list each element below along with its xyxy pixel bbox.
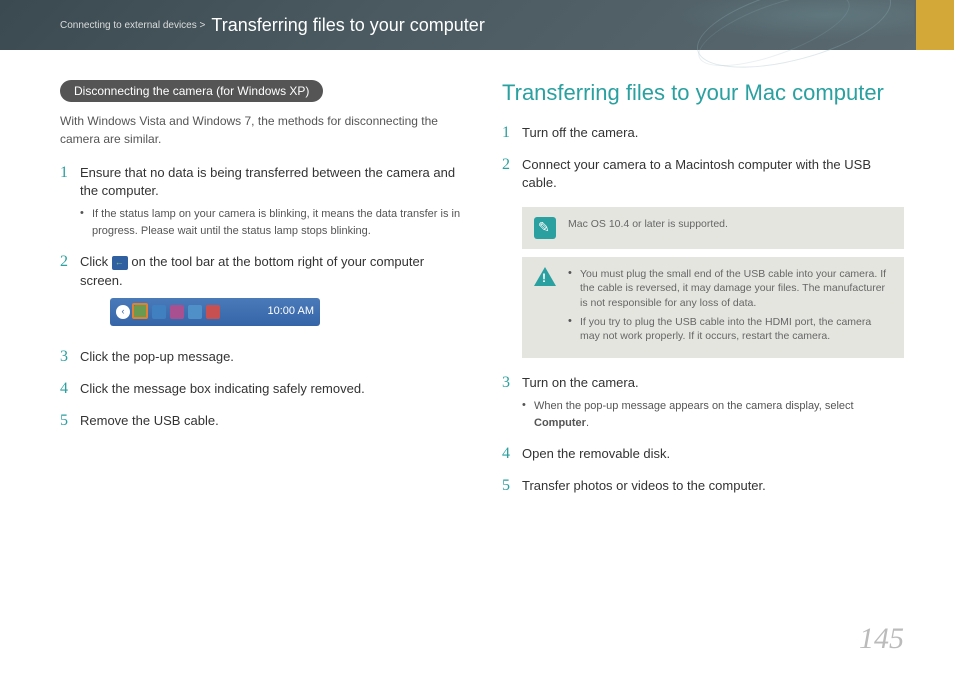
step-text: Open the removable disk. bbox=[522, 445, 904, 463]
warning-text: If you try to plug the USB cable into th… bbox=[580, 315, 892, 344]
step-1: 1 Ensure that no data is being transferr… bbox=[60, 164, 462, 239]
sub-bullet: • When the pop-up message appears on the… bbox=[522, 398, 904, 431]
content-area: Disconnecting the camera (for Windows XP… bbox=[0, 50, 954, 510]
bullet-bold: Computer bbox=[534, 417, 586, 429]
page-number: 145 bbox=[859, 622, 904, 656]
intro-text: With Windows Vista and Windows 7, the me… bbox=[60, 112, 462, 148]
left-column: Disconnecting the camera (for Windows XP… bbox=[60, 80, 462, 510]
step-number: 1 bbox=[502, 124, 522, 142]
tray-icon bbox=[134, 305, 148, 319]
note-icon bbox=[534, 217, 556, 239]
bullet-dot: • bbox=[568, 315, 580, 344]
step-text: Click the message box indicating safely … bbox=[80, 380, 462, 398]
step-number: 3 bbox=[502, 374, 522, 431]
step-text: Turn off the camera. bbox=[522, 124, 904, 142]
tray-icon bbox=[170, 305, 184, 319]
step-main-text: Ensure that no data is being transferred… bbox=[80, 165, 455, 198]
tray-icon bbox=[206, 305, 220, 319]
step-number: 4 bbox=[502, 445, 522, 463]
section-title: Transferring files to your Mac computer bbox=[502, 80, 904, 106]
step-4: 4 Open the removable disk. bbox=[502, 445, 904, 463]
sub-bullet: • If the status lamp on your camera is b… bbox=[80, 206, 462, 239]
warning-icon bbox=[534, 267, 556, 287]
bullet-text: If the status lamp on your camera is bli… bbox=[92, 206, 462, 239]
step-3: 3 Click the pop-up message. bbox=[60, 348, 462, 366]
bullet-before: When the pop-up message appears on the c… bbox=[534, 400, 854, 412]
breadcrumb-title: Transferring files to your computer bbox=[211, 15, 484, 36]
step-text: Remove the USB cable. bbox=[80, 412, 462, 430]
tray-icon bbox=[188, 305, 202, 319]
warning-item: • If you try to plug the USB cable into … bbox=[568, 315, 892, 344]
warning-item: • You must plug the small end of the USB… bbox=[568, 267, 892, 311]
taskbar-time: 10:00 AM bbox=[268, 304, 314, 319]
step-number: 4 bbox=[60, 380, 80, 398]
note-box: Mac OS 10.4 or later is supported. bbox=[522, 207, 904, 249]
step-text: Ensure that no data is being transferred… bbox=[80, 164, 462, 239]
note-text: Mac OS 10.4 or later is supported. bbox=[568, 217, 728, 232]
step-4: 4 Click the message box indicating safel… bbox=[60, 380, 462, 398]
step-number: 5 bbox=[60, 412, 80, 430]
section-pill: Disconnecting the camera (for Windows XP… bbox=[60, 80, 323, 102]
bullet-dot: • bbox=[522, 398, 534, 431]
step-2: 2 Connect your camera to a Macintosh com… bbox=[502, 156, 904, 192]
step-number: 1 bbox=[60, 164, 80, 239]
step-3: 3 Turn on the camera. • When the pop-up … bbox=[502, 374, 904, 431]
warning-box: • You must plug the small end of the USB… bbox=[522, 257, 904, 358]
accent-bar bbox=[916, 0, 954, 50]
bullet-dot: • bbox=[80, 206, 92, 239]
tray-icon bbox=[152, 305, 166, 319]
step-text-after: on the tool bar at the bottom right of y… bbox=[80, 254, 424, 287]
step-2: 2 Click on the tool bar at the bottom ri… bbox=[60, 253, 462, 333]
step-number: 5 bbox=[502, 477, 522, 495]
step-number: 2 bbox=[60, 253, 80, 333]
bullet-dot: • bbox=[568, 267, 580, 311]
warning-text: You must plug the small end of the USB c… bbox=[580, 267, 892, 311]
highlight-box bbox=[132, 303, 148, 319]
breadcrumb-prefix: Connecting to external devices > bbox=[60, 20, 205, 31]
warning-list: • You must plug the small end of the USB… bbox=[568, 267, 892, 348]
step-text: Click on the tool bar at the bottom righ… bbox=[80, 253, 462, 333]
chevron-icon: ‹ bbox=[116, 305, 130, 319]
step-5: 5 Remove the USB cable. bbox=[60, 412, 462, 430]
step-text-before: Click bbox=[80, 254, 112, 269]
step-main-text: Turn on the camera. bbox=[522, 375, 639, 390]
page-header: Connecting to external devices > Transfe… bbox=[0, 0, 954, 50]
step-text: Transfer photos or videos to the compute… bbox=[522, 477, 904, 495]
taskbar-screenshot: ‹ 10:00 AM bbox=[110, 298, 320, 326]
step-5: 5 Transfer photos or videos to the compu… bbox=[502, 477, 904, 495]
step-text: Click the pop-up message. bbox=[80, 348, 462, 366]
safely-remove-icon bbox=[112, 256, 128, 270]
step-text: Connect your camera to a Macintosh compu… bbox=[522, 156, 904, 192]
right-column: Transferring files to your Mac computer … bbox=[502, 80, 904, 510]
step-number: 3 bbox=[60, 348, 80, 366]
step-1: 1 Turn off the camera. bbox=[502, 124, 904, 142]
bullet-text: When the pop-up message appears on the c… bbox=[534, 398, 904, 431]
bullet-after: . bbox=[586, 417, 589, 429]
step-number: 2 bbox=[502, 156, 522, 192]
step-text: Turn on the camera. • When the pop-up me… bbox=[522, 374, 904, 431]
